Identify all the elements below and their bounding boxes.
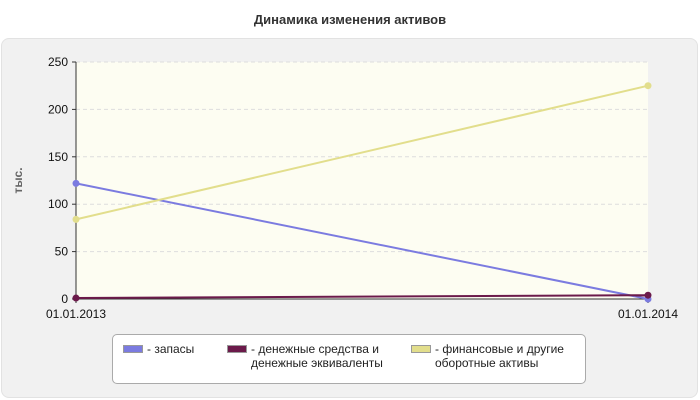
legend-item-zapasy[interactable]: - запасы	[123, 342, 194, 356]
x-tick-label: 01.01.2013	[46, 307, 106, 321]
series-line-1	[75, 294, 649, 300]
series-line-0	[75, 182, 649, 300]
legend-swatch	[227, 345, 247, 353]
y-tick-label: 0	[61, 292, 68, 306]
data-point-1-1	[644, 291, 652, 299]
legend-item-denezhnye-sredstva[interactable]: - денежные средства и денежные эквивален…	[227, 342, 383, 370]
legend-label: - финансовые и другие оборотные активы	[435, 342, 564, 370]
x-tick-label: 01.01.2014	[618, 307, 678, 321]
legend-swatch	[123, 345, 143, 353]
y-axis-title: тыс.	[11, 167, 25, 193]
chart-title: Динамика изменения активов	[253, 12, 447, 27]
legend-label: - запасы	[147, 342, 195, 356]
y-tick-label: 250	[48, 55, 68, 69]
data-point-0-0	[72, 179, 80, 187]
y-tick-label: 200	[48, 102, 68, 116]
data-point-2-0	[72, 215, 80, 223]
series-line-2	[75, 84, 649, 221]
legend-label: - денежные средства и денежные эквивален…	[251, 342, 383, 370]
y-tick-label: 50	[55, 245, 69, 259]
plot-area	[76, 62, 648, 299]
y-tick-label: 150	[48, 150, 68, 164]
y-tick-label: 100	[48, 197, 68, 211]
data-point-2-1	[644, 82, 652, 90]
legend-swatch	[411, 345, 431, 353]
legend-item-finansovye-aktivy[interactable]: - финансовые и другие оборотные активы	[411, 342, 564, 370]
chart-legend: - запасы - денежные средства и денежные …	[112, 334, 586, 384]
data-point-1-0	[72, 294, 80, 302]
